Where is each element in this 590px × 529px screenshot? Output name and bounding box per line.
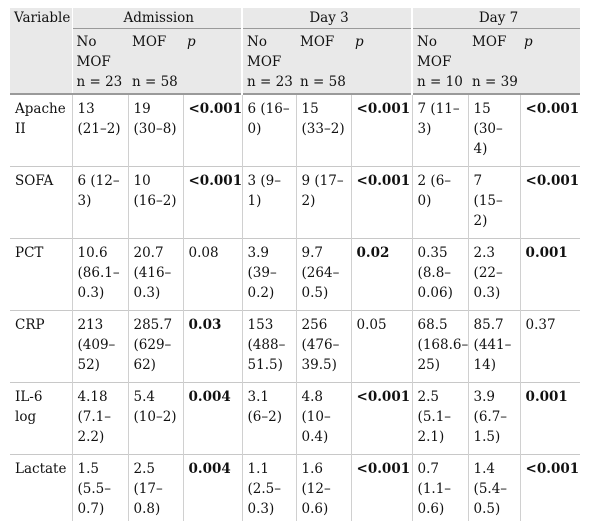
table-row: SOFA 6 (12–3) 10 (16–2) <0.001 3 (9–1) 9 (17–… xyxy=(10,166,581,239)
value-cell: 2.5 (17–0.8) xyxy=(127,454,183,521)
p-value-cell: 0.001 xyxy=(519,238,581,311)
subheader-n: n = 10 xyxy=(411,72,469,94)
value-cell: 3 (9–1) xyxy=(241,166,297,239)
value-cell: 153 (488–51.5) xyxy=(241,310,297,383)
p-value-cell: <0.001 xyxy=(519,93,581,167)
p-value-cell: 0.05 xyxy=(350,310,413,383)
group-header-day7: Day 7 xyxy=(411,8,581,29)
value-cell: 85.7 (441–14) xyxy=(467,310,521,383)
value-cell: 256 (476–39.5) xyxy=(295,310,352,383)
table-row: Apache II 13 (21–2) 19 (30–8) <0.001 6 (16–0… xyxy=(10,93,581,167)
value-cell: 68.5 (168.6–25) xyxy=(411,310,468,383)
value-cell: 213 (409–52) xyxy=(71,310,128,383)
value-cell: 0.7 (1.1–0.6) xyxy=(411,454,469,521)
subheader-p: p xyxy=(351,28,413,72)
value-cell: 2.5 (5.1–2.1) xyxy=(411,382,469,455)
value-cell: 5.4 (10–2) xyxy=(127,382,183,455)
value-cell: 19 (30–8) xyxy=(127,93,183,167)
p-value-cell: 0.004 xyxy=(182,454,243,521)
subheader-p: p xyxy=(520,28,581,72)
p-value-cell: 0.004 xyxy=(182,382,243,455)
value-cell: 3.9 (39–0.2) xyxy=(241,238,297,311)
subheader-n: n = 39 xyxy=(468,72,521,94)
p-value-cell: <0.001 xyxy=(350,382,413,455)
value-cell: 15 (30–4) xyxy=(467,93,521,167)
p-value-cell: <0.001 xyxy=(519,454,581,521)
subheader-n: n = 23 xyxy=(72,72,128,94)
subheader-n: n = 58 xyxy=(128,72,183,94)
p-value-cell: 0.08 xyxy=(182,238,243,311)
row-label: IL-6 log xyxy=(10,382,72,455)
table-row: Lactate 1.5 (5.5–0.7) 2.5 (17–0.8) 0.004 1.1… xyxy=(10,454,581,521)
subheader-n xyxy=(351,72,413,94)
group-header-day3: Day 3 xyxy=(241,8,413,29)
row-label: SOFA xyxy=(10,166,72,239)
p-value-cell: 0.001 xyxy=(519,382,581,455)
value-cell: 9 (17–2) xyxy=(295,166,352,239)
row-label: Lactate xyxy=(10,454,72,521)
row-label: PCT xyxy=(10,238,72,311)
value-cell: 10.6 (86.1–0.3) xyxy=(71,238,128,311)
value-cell: 10 (16–2) xyxy=(127,166,183,239)
value-cell: 7 (11–3) xyxy=(411,93,469,167)
subheader-n xyxy=(183,72,243,94)
value-cell: 6 (12–3) xyxy=(71,166,128,239)
value-cell: 1.4 (5.4–0.5) xyxy=(467,454,521,521)
row-label: CRP xyxy=(10,310,72,383)
subheader-n: n = 58 xyxy=(296,72,352,94)
subheader-p: p xyxy=(183,28,243,72)
results-table: Variable Admission Day 3 Day 7 No MOF MO… xyxy=(10,8,581,521)
value-cell: 3.1 (6–2) xyxy=(241,382,297,455)
p-value-cell: 0.02 xyxy=(350,238,413,311)
value-cell: 3.9 (6.7–1.5) xyxy=(467,382,521,455)
value-cell: 0.35 (8.8–0.06) xyxy=(411,238,469,311)
subheader-mof: MOF xyxy=(468,28,521,72)
subheader-n: n = 23 xyxy=(241,72,297,94)
p-value-cell: <0.001 xyxy=(350,166,413,239)
p-value-cell: <0.001 xyxy=(182,166,242,239)
value-cell: 20.7 (416–0.3) xyxy=(127,238,183,311)
value-cell: 1.6 (12–0.6) xyxy=(295,454,352,521)
subheader-mof: MOF xyxy=(128,28,183,72)
value-cell: 4.18 (7.1–2.2) xyxy=(71,382,128,455)
value-cell: 4.8 (10–0.4) xyxy=(295,382,352,455)
group-header-admission: Admission xyxy=(72,8,243,29)
value-cell: 15 (33–2) xyxy=(295,93,352,167)
value-cell: 7 (15–2) xyxy=(467,166,521,239)
value-cell: 13 (21–2) xyxy=(71,93,128,167)
value-cell: 285.7 (629–62) xyxy=(127,310,183,383)
value-cell: 6 (16–0) xyxy=(241,93,297,167)
p-value-cell: 0.37 xyxy=(519,310,581,383)
subheader-mof: MOF xyxy=(296,28,352,72)
table-row: PCT 10.6 (86.1–0.3) 20.7 (416–0.3) 0.08 3.9 … xyxy=(10,238,581,311)
p-value-cell: <0.001 xyxy=(350,454,413,521)
table-body: Apache II 13 (21–2) 19 (30–8) <0.001 6 (16–0… xyxy=(10,93,581,521)
row-label: Apache II xyxy=(10,93,72,167)
table-row: IL-6 log 4.18 (7.1–2.2) 5.4 (10–2) 0.004 3.1… xyxy=(10,382,581,455)
value-cell: 9.7 (264–0.5) xyxy=(295,238,352,311)
subheader-nomof: No MOF xyxy=(241,28,297,72)
p-value-cell: <0.001 xyxy=(182,93,242,167)
variable-header: Variable xyxy=(10,8,73,94)
subheader-nomof: No MOF xyxy=(411,28,469,72)
p-value-cell: <0.001 xyxy=(519,166,581,239)
p-value-cell: <0.001 xyxy=(350,93,413,167)
p-value-cell: 0.03 xyxy=(182,310,243,383)
value-cell: 2.3 (22–0.3) xyxy=(467,238,521,311)
value-cell: 2 (6–0) xyxy=(411,166,469,239)
subheader-n xyxy=(520,72,581,94)
subheader-nomof: No MOF xyxy=(72,28,128,72)
value-cell: 1.1 (2.5–0.3) xyxy=(241,454,297,521)
value-cell: 1.5 (5.5–0.7) xyxy=(71,454,128,521)
table-row: CRP 213 (409–52) 285.7 (629–62) 0.03 153 (48… xyxy=(10,310,581,383)
